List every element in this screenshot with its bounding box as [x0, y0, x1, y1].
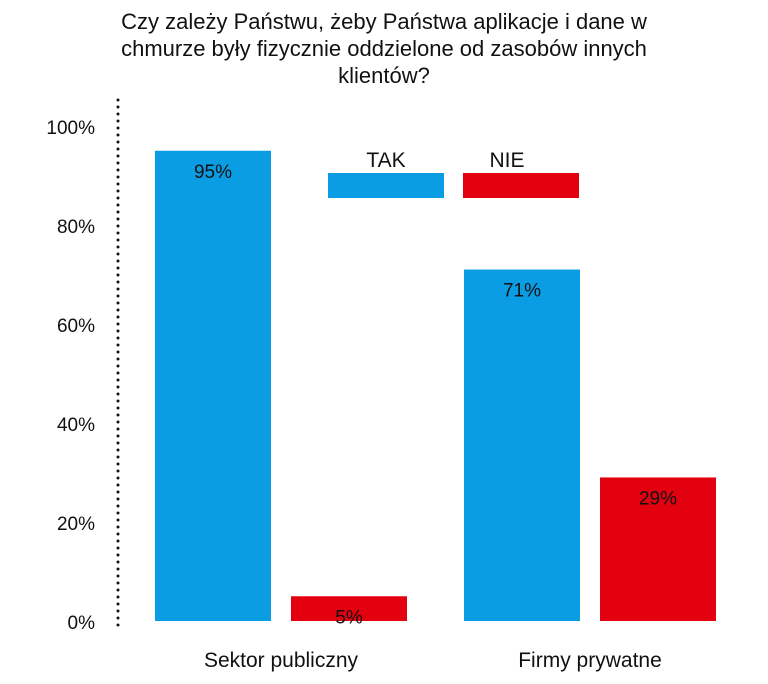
x-category-label: Sektor publiczny — [204, 649, 359, 672]
y-tick-label: 100% — [46, 118, 95, 139]
data-label: 95% — [194, 162, 232, 183]
x-category-label: Firmy prywatne — [518, 649, 662, 672]
data-label: 5% — [335, 607, 363, 628]
y-tick-label: 40% — [57, 415, 95, 436]
data-label: 29% — [639, 488, 677, 509]
bar-nie-1 — [600, 477, 716, 621]
bar-tak-0 — [155, 150, 271, 621]
legend: TAK NIE — [328, 149, 579, 198]
data-label: 71% — [503, 281, 541, 302]
y-tick-label: 80% — [57, 217, 95, 238]
y-tick-label: 20% — [57, 514, 95, 535]
bar-tak-1 — [464, 269, 580, 621]
legend-label-tak: TAK — [366, 149, 405, 172]
y-tick-label: 0% — [68, 613, 96, 634]
bars: 95% 71% 5% 29% — [155, 150, 716, 628]
legend-swatch-nie — [463, 173, 579, 198]
y-tick-label: 60% — [57, 316, 95, 337]
y-axis: 0% 20% 40% 60% 80% 100% — [46, 98, 120, 634]
bar-nie-0 — [291, 596, 407, 621]
x-axis-labels: Sektor publiczny Firmy prywatne — [204, 649, 662, 672]
legend-label-nie: NIE — [489, 149, 524, 172]
legend-swatch-tak — [328, 173, 444, 198]
chart-title: Czy zależy Państwu, żeby Państwa aplikac… — [121, 9, 647, 88]
